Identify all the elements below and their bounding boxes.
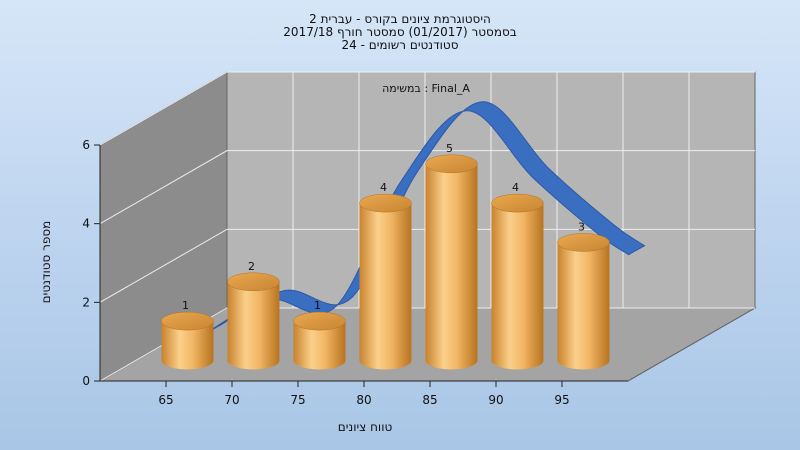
y-tick-label: 4: [82, 217, 90, 231]
y-axis-title: מספר סטודנטים: [39, 221, 53, 304]
y-tick-label: 6: [82, 138, 90, 152]
bar-value-label: 2: [248, 260, 255, 273]
gridline-y: [99, 150, 755, 225]
bar-cap: [293, 311, 346, 331]
bar-cap: [359, 193, 412, 213]
bar-cap: [425, 154, 478, 174]
x-tick-label: 95: [554, 393, 569, 407]
x-tick-label: 70: [224, 393, 239, 407]
bar-body: [161, 321, 214, 370]
bar: 2: [227, 260, 280, 370]
x-tick-label: 85: [422, 393, 437, 407]
bar-series: 1 2 1 4 5 4 3: [161, 142, 610, 370]
bar-body: [227, 281, 280, 370]
bar-body: [491, 203, 544, 370]
x-axis-title: טווח ציונים: [338, 420, 393, 434]
floor-edge: [627, 307, 756, 382]
chart-title-line-3: סטודנטים רשומים - 24: [341, 38, 459, 52]
chart-title-line-1: היסטוגרמת ציונים בקורס - עברית 2: [309, 12, 491, 26]
bar-value-label: 1: [182, 299, 189, 312]
gridline-y: [99, 71, 755, 146]
y-tick-label: 2: [82, 295, 90, 309]
gridline-y: [99, 228, 755, 303]
axes: 0 2 4 6 65 70 75 80 85 90 95: [82, 138, 628, 407]
bar-body: [557, 242, 610, 370]
bar: 5: [425, 142, 478, 370]
bar-value-label: 4: [380, 181, 387, 194]
bar-cap: [491, 193, 544, 213]
chart-title-line-2: בסמסטר (01/2017) סמסטר חורף 2017/18: [283, 25, 517, 39]
bar: 4: [491, 181, 544, 370]
x-tick-label: 80: [356, 393, 371, 407]
bar-body: [359, 203, 412, 370]
bar-value-label: 3: [578, 220, 585, 233]
task-annotation: במשימה : Final_A: [382, 82, 470, 95]
x-tick-label: 65: [158, 393, 173, 407]
x-tick-label: 75: [290, 393, 305, 407]
y-tick-label: 0: [82, 374, 90, 388]
bar-cap: [227, 272, 280, 292]
bar: 3: [557, 220, 610, 370]
bar-body: [425, 163, 478, 370]
x-tick-label: 90: [488, 393, 503, 407]
distribution-curve: [179, 101, 646, 350]
bar: 4: [359, 181, 412, 370]
curve-ribbon: [179, 101, 646, 350]
bar: 1: [293, 299, 346, 370]
bar-value-label: 1: [314, 299, 321, 312]
bar-cap: [161, 311, 214, 331]
bar-cap: [557, 233, 610, 252]
bar-value-label: 5: [446, 142, 453, 155]
bar-value-label: 4: [512, 181, 519, 194]
bar: 1: [161, 299, 214, 370]
bar-body: [293, 321, 346, 370]
